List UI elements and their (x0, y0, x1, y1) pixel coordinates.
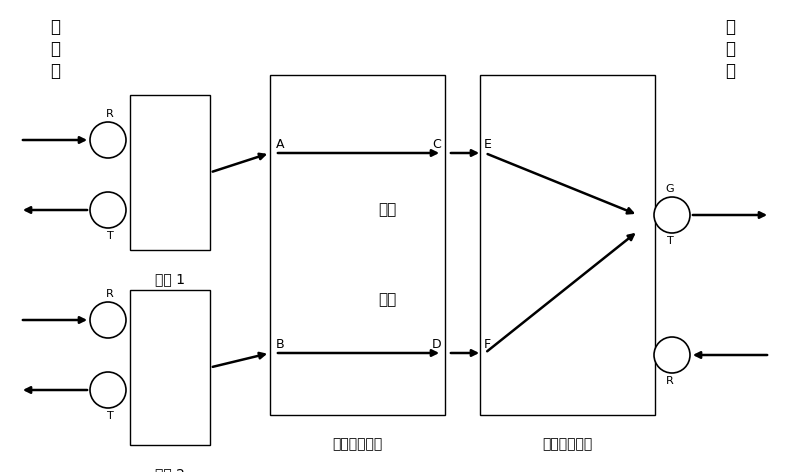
Bar (130, 95, 210, 250)
Bar (480, 75, 655, 415)
Text: 侧: 侧 (50, 62, 60, 80)
Text: G: G (666, 184, 674, 194)
Circle shape (654, 337, 690, 373)
Circle shape (90, 192, 126, 228)
Text: 交叉处理单元: 交叉处理单元 (332, 437, 382, 451)
Text: 侧: 侧 (725, 62, 735, 80)
Text: 保护: 保护 (378, 293, 397, 307)
Text: E: E (484, 138, 492, 151)
Text: F: F (484, 338, 491, 351)
Circle shape (90, 372, 126, 408)
Text: 电: 电 (725, 18, 735, 36)
Bar (270, 75, 445, 415)
Text: 光板 1: 光板 1 (155, 272, 185, 286)
Text: T: T (106, 411, 114, 421)
Text: 支路处理单元: 支路处理单元 (542, 437, 593, 451)
Text: R: R (106, 109, 114, 119)
Text: 口: 口 (50, 40, 60, 58)
Circle shape (654, 197, 690, 233)
Text: 光板 2: 光板 2 (155, 467, 185, 472)
Bar (130, 290, 210, 445)
Text: R: R (666, 376, 674, 386)
Circle shape (90, 122, 126, 158)
Text: R: R (106, 289, 114, 299)
Text: A: A (276, 138, 285, 151)
Text: T: T (106, 231, 114, 241)
Text: C: C (432, 138, 441, 151)
Circle shape (90, 302, 126, 338)
Text: 口: 口 (725, 40, 735, 58)
Text: 光: 光 (50, 18, 60, 36)
Text: T: T (666, 236, 674, 246)
Text: 工作: 工作 (378, 202, 397, 218)
Text: B: B (276, 338, 285, 351)
Text: D: D (431, 338, 441, 351)
